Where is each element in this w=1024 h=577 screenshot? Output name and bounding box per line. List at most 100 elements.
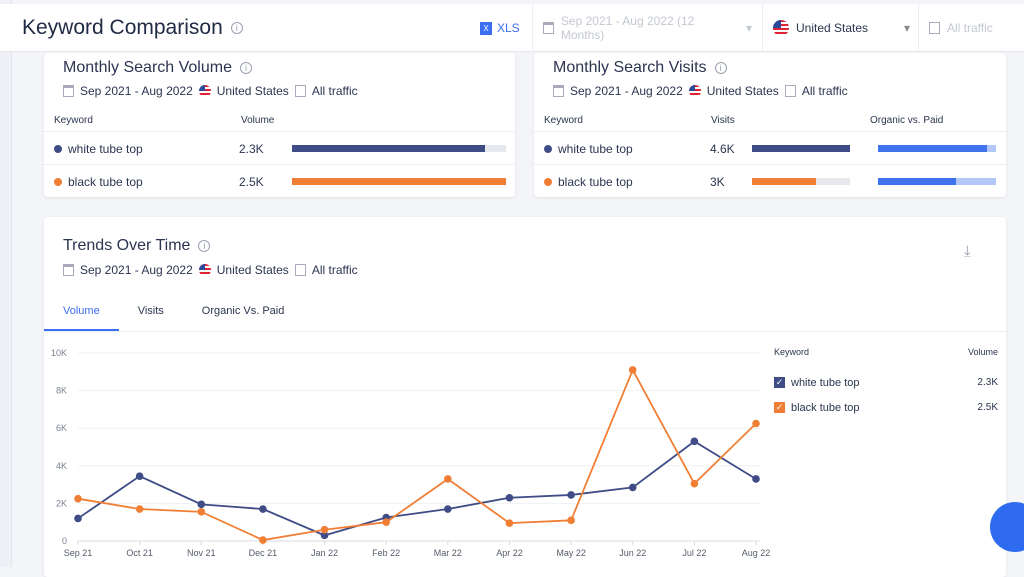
data-point: [444, 475, 452, 483]
calendar-icon: [543, 22, 554, 34]
y-tick-label: 6K: [56, 423, 67, 433]
traffic-label: All traffic: [311, 263, 358, 277]
data-point: [74, 494, 82, 503]
country-label: United States: [216, 84, 289, 98]
data-point: [74, 514, 82, 523]
keyword-link[interactable]: white tube top: [558, 142, 633, 156]
series-dot: [54, 145, 62, 153]
visits-value: 4.6K: [710, 142, 735, 156]
us-flag-icon: [198, 264, 211, 276]
volume-bar: [292, 145, 506, 152]
calendar-icon: [63, 264, 74, 276]
info-icon[interactable]: i: [714, 61, 727, 74]
column-header-keyword: Keyword: [54, 115, 93, 126]
legend-value: 2.3K: [977, 377, 998, 388]
column-header-volume: Volume: [241, 115, 275, 126]
visits-bar: [752, 178, 850, 185]
export-xls-button[interactable]: X XLS: [470, 21, 532, 35]
series-line: [77, 367, 757, 541]
data-point: [505, 519, 514, 527]
data-point: [505, 493, 514, 502]
calendar-icon: [63, 85, 74, 97]
data-point: [135, 505, 144, 513]
data-point: [444, 505, 452, 513]
table-row: white tube top 2.3K: [44, 131, 515, 164]
organic-paid-bar: [878, 178, 996, 185]
column-header-visits: Visits: [711, 115, 735, 126]
x-tick-label: May 22: [556, 548, 586, 558]
data-point: [320, 531, 329, 540]
series-dot: [544, 178, 552, 186]
chevron-down-icon: ▾: [745, 21, 752, 35]
data-point: [567, 491, 575, 499]
data-point: [320, 525, 329, 534]
legend-label: black tube top: [791, 401, 860, 414]
tab-volume[interactable]: Volume: [44, 297, 119, 331]
x-tick-label: Jan 22: [311, 548, 338, 558]
x-tick-label: Jun 22: [619, 548, 646, 558]
info-icon[interactable]: i: [230, 21, 243, 34]
organic-paid-bar: [878, 145, 996, 152]
y-tick-label: 2K: [56, 498, 67, 508]
download-icon[interactable]: ⤓: [964, 243, 971, 260]
country-select[interactable]: United States ▾: [762, 4, 918, 52]
chevron-down-icon: ▾: [903, 21, 910, 35]
legend-value: 2.5K: [977, 402, 998, 413]
x-tick-label: Aug 22: [742, 548, 771, 558]
legend-header-keyword: Keyword: [774, 347, 810, 357]
devices-icon: [294, 264, 306, 276]
country-label: United States: [706, 84, 779, 98]
date-range-label: Sep 2021 - Aug 2022 (12 Months): [560, 14, 695, 42]
legend-label: white tube top: [791, 376, 860, 389]
traffic-select[interactable]: All traffic: [918, 4, 1003, 52]
data-point: [197, 508, 206, 516]
checkbox-checked-icon[interactable]: ✓: [774, 377, 785, 389]
tab-organic-vs-paid[interactable]: Organic Vs. Paid: [201, 305, 285, 317]
page-title: Keyword Comparison: [22, 15, 223, 39]
legend-item[interactable]: ✓ black tube top 2.5K: [774, 395, 998, 420]
keyword-link[interactable]: black tube top: [68, 175, 143, 189]
card-meta: Sep 2021 - Aug 2022 United States All traf…: [553, 84, 848, 98]
page-header: Keyword Comparison i X XLS Sep 2021 - Aug …: [0, 4, 1024, 52]
date-label: Sep 2021 - Aug 2022: [80, 263, 193, 277]
data-point: [382, 518, 390, 526]
data-point: [690, 479, 699, 488]
date-label: Sep 2021 - Aug 2022: [570, 84, 683, 98]
excel-icon: X: [480, 21, 492, 35]
devices-icon: [784, 85, 796, 97]
us-flag-icon: [773, 20, 789, 36]
devices-icon: [294, 85, 306, 97]
data-point: [628, 366, 637, 374]
traffic-label: All traffic: [947, 21, 993, 35]
x-tick-label: Dec 21: [249, 548, 278, 558]
us-flag-icon: [688, 85, 701, 97]
x-tick-label: Jul 22: [682, 548, 706, 558]
info-icon[interactable]: i: [239, 61, 252, 74]
data-point: [197, 500, 206, 509]
devices-icon: [929, 22, 940, 34]
monthly-search-volume-card: Monthly Search Volume i Sep 2021 - Aug 20…: [44, 53, 515, 197]
calendar-icon: [553, 85, 564, 97]
table-row: white tube top 4.6K: [534, 131, 1006, 164]
data-point: [135, 472, 144, 480]
volume-value: 2.3K: [239, 142, 264, 156]
x-tick-label: Apr 22: [496, 548, 523, 558]
checkbox-checked-icon[interactable]: ✓: [774, 402, 785, 414]
series-dot: [544, 145, 552, 153]
volume-value: 2.5K: [239, 175, 264, 189]
data-point: [259, 505, 267, 513]
xls-label: XLS: [497, 21, 520, 35]
chat-widget-button[interactable]: [990, 502, 1024, 552]
tab-visits[interactable]: Visits: [137, 305, 164, 317]
column-header-keyword: Keyword: [544, 115, 583, 126]
keyword-link[interactable]: white tube top: [68, 142, 143, 156]
data-point: [752, 419, 760, 428]
x-tick-label: Feb 22: [372, 548, 400, 558]
info-icon[interactable]: i: [198, 239, 211, 252]
date-range-select[interactable]: Sep 2021 - Aug 2022 (12 Months) ▾: [532, 4, 762, 52]
keyword-link[interactable]: black tube top: [558, 175, 633, 189]
card-meta: Sep 2021 - Aug 2022 United States All traf…: [63, 263, 358, 277]
y-tick-label: 10K: [51, 348, 67, 358]
chart-legend: Keyword Volume ✓ white tube top 2.3K ✓ black…: [774, 347, 998, 420]
legend-item[interactable]: ✓ white tube top 2.3K: [774, 370, 998, 395]
